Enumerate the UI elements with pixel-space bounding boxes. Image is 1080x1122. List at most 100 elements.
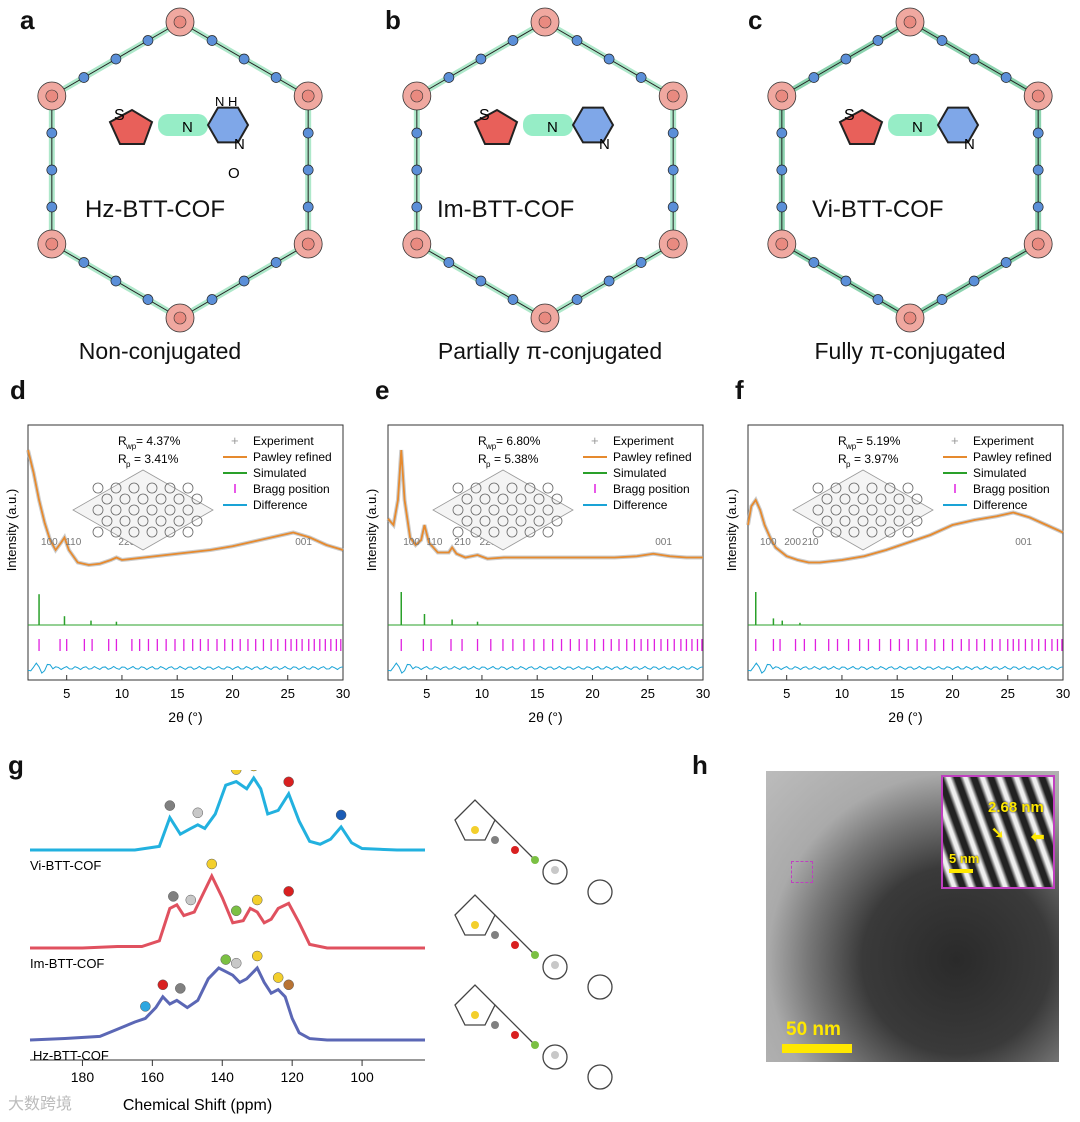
panel-letter-a: a (20, 5, 35, 35)
lattice-pore (506, 504, 518, 516)
pyridine-ring (667, 127, 679, 139)
lattice-pore (470, 526, 482, 538)
lattice-pore (488, 504, 500, 516)
pyridine-ring (808, 72, 820, 83)
peak-label: 210 (454, 537, 471, 548)
arrow-right-icon: ⬅ (1031, 829, 1045, 846)
peak-label: 100 (403, 537, 420, 548)
rwp-label: R (118, 434, 127, 448)
nmr-x-tick-label: 140 (211, 1069, 235, 1085)
nmr-peak-marker (251, 950, 263, 962)
btt-core (903, 15, 917, 29)
lattice-pore (155, 493, 167, 505)
lattice-pore (452, 504, 464, 516)
nmr-structure-ring (454, 984, 496, 1026)
pawley-line (27, 449, 344, 566)
inset-scale-label: 5 nm (949, 851, 980, 866)
x-tick-label: 10 (115, 686, 129, 701)
pyridine-n-label: N (964, 136, 975, 153)
lattice-pore (110, 482, 122, 494)
caption-partially-conjugated: Partially π-conjugated (437, 338, 663, 364)
rp-label: R (478, 452, 487, 466)
x-tick-label: 25 (641, 686, 655, 701)
btt-core (45, 237, 59, 251)
lattice-pore (812, 504, 824, 516)
legend-label: Pawley refined (253, 450, 332, 464)
pyridine-ring (1032, 201, 1044, 213)
lattice-pore (839, 515, 851, 527)
vi-cof-label: Vi-BTT-COF (812, 196, 944, 223)
rp-label: R (118, 452, 127, 466)
rp-subscript: p (486, 460, 491, 469)
legend-marker: + (951, 433, 959, 448)
lattice-pore (515, 493, 527, 505)
pyridine-ring (507, 294, 519, 305)
nmr-structure-atom (531, 1041, 539, 1049)
lattice-pore (830, 482, 842, 494)
pyridine-ring (1032, 164, 1044, 176)
lattice-pore (893, 493, 905, 505)
btt-core (775, 237, 789, 251)
pyridine-ring (840, 53, 852, 65)
pyridine-ring (667, 164, 679, 176)
linker-highlight (158, 114, 208, 136)
rwp-label: R (838, 434, 847, 448)
lattice-pore (551, 493, 563, 505)
lattice-pore (524, 482, 536, 494)
x-tick-label: 10 (475, 686, 489, 701)
nmr-spectrum (30, 872, 425, 950)
panel-letter-f: f (735, 375, 744, 405)
nmr-structure-ring (587, 879, 613, 905)
legend-label: Simulated (613, 466, 666, 480)
nmr-peak-marker (283, 886, 294, 897)
pyridine-n-label: N (234, 136, 245, 153)
btt-core (903, 311, 917, 325)
lattice-pore (866, 504, 878, 516)
x-tick-label: 20 (585, 686, 599, 701)
lattice-pore (884, 504, 896, 516)
pyridine-highlight (936, 106, 980, 144)
pyridine-n-label: N (599, 136, 610, 153)
lattice-pore (173, 515, 185, 527)
rwp-value: = 5.19% (856, 434, 901, 448)
lattice-inset (72, 469, 214, 551)
lattice-pore (191, 493, 203, 505)
lattice-pore (146, 482, 158, 494)
btt-core (666, 89, 680, 103)
btt-core (301, 237, 315, 251)
lattice-pore (902, 504, 914, 516)
pyridine-ring (1032, 127, 1044, 139)
nmr-spectrum (30, 775, 425, 852)
peak-label: 210 (802, 537, 819, 548)
x-tick-label: 15 (170, 686, 184, 701)
lattice-pore (128, 504, 140, 516)
nmr-peak-marker (283, 776, 294, 788)
pyridine-ring (1000, 72, 1012, 83)
pyridine-ring (206, 35, 218, 46)
nmr-peak-marker (231, 770, 242, 775)
x-axis-label: 2θ (°) (528, 709, 562, 725)
legend-label: Bragg position (253, 482, 330, 496)
thiophene-sulfur-label: S (114, 107, 125, 124)
lattice-pore (101, 493, 113, 505)
pyridine-ring (443, 257, 455, 268)
pyridine-ring (302, 201, 314, 213)
nmr-peak-marker (140, 1001, 151, 1012)
tem-selection-box (791, 861, 813, 883)
rwp-subscript: wp (125, 442, 137, 451)
nmr-peak-marker (175, 983, 186, 994)
peak-label: 001 (1015, 537, 1032, 548)
lattice-pore (146, 504, 158, 516)
lattice-pore (812, 526, 824, 538)
watermark: 大数跨境 (8, 1096, 73, 1113)
x-tick-label: 30 (1056, 686, 1070, 701)
pyridine-ring (46, 164, 58, 176)
y-axis-label: Intensity (a.u.) (4, 489, 19, 571)
lattice-pore (479, 493, 491, 505)
inset-spacing-label: 2.68 nm (988, 799, 1044, 816)
nmr-structure-atom (511, 1031, 519, 1039)
btt-core (775, 89, 789, 103)
lattice-pore (884, 482, 896, 494)
lattice-pore (119, 515, 131, 527)
x-tick-label: 10 (835, 686, 849, 701)
